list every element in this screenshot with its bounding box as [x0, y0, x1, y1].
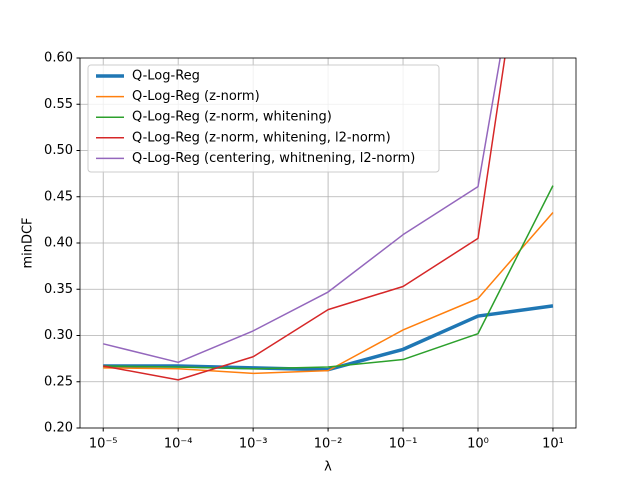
- series-line: [103, 185, 554, 370]
- x-tick-label: 10⁰: [467, 437, 489, 452]
- x-tick-label: 10⁻⁵: [89, 437, 118, 452]
- x-axis-label: λ: [324, 460, 332, 475]
- y-tick-label: 0.20: [44, 421, 73, 436]
- series-line: [103, 58, 501, 364]
- y-tick-label: 0.50: [44, 143, 73, 158]
- series-line: [103, 304, 554, 372]
- y-tick-label: 0.40: [44, 236, 73, 251]
- legend-box: [87, 64, 440, 173]
- y-axis-label: minDCF: [21, 217, 36, 268]
- legend-label: Q-Log-Reg (z-norm, whitening): [132, 110, 332, 125]
- y-tick-label: 0.35: [44, 282, 73, 297]
- legend-label: Q-Log-Reg (z-norm): [132, 89, 260, 104]
- x-tick-label: 10⁻³: [239, 437, 268, 452]
- x-tick-label: 10¹: [542, 437, 564, 452]
- series-line: [103, 211, 554, 375]
- x-tick-label: 10⁻²: [314, 437, 343, 452]
- y-tick-label: 0.25: [44, 374, 73, 389]
- x-tick-label: 10⁻⁴: [164, 437, 193, 452]
- y-tick-label: 0.45: [44, 189, 73, 204]
- legend-label: Q-Log-Reg: [132, 69, 200, 84]
- y-tick-label: 0.60: [44, 51, 73, 66]
- legend-label: Q-Log-Reg (z-norm, whitening, l2-norm): [132, 130, 391, 145]
- legend-label: Q-Log-Reg (centering, whitnening, l2-nor…: [132, 151, 415, 166]
- series-line: [103, 58, 506, 381]
- y-tick-label: 0.55: [44, 97, 73, 112]
- y-tick-label: 0.30: [44, 328, 73, 343]
- x-tick-label: 10⁻¹: [389, 437, 418, 452]
